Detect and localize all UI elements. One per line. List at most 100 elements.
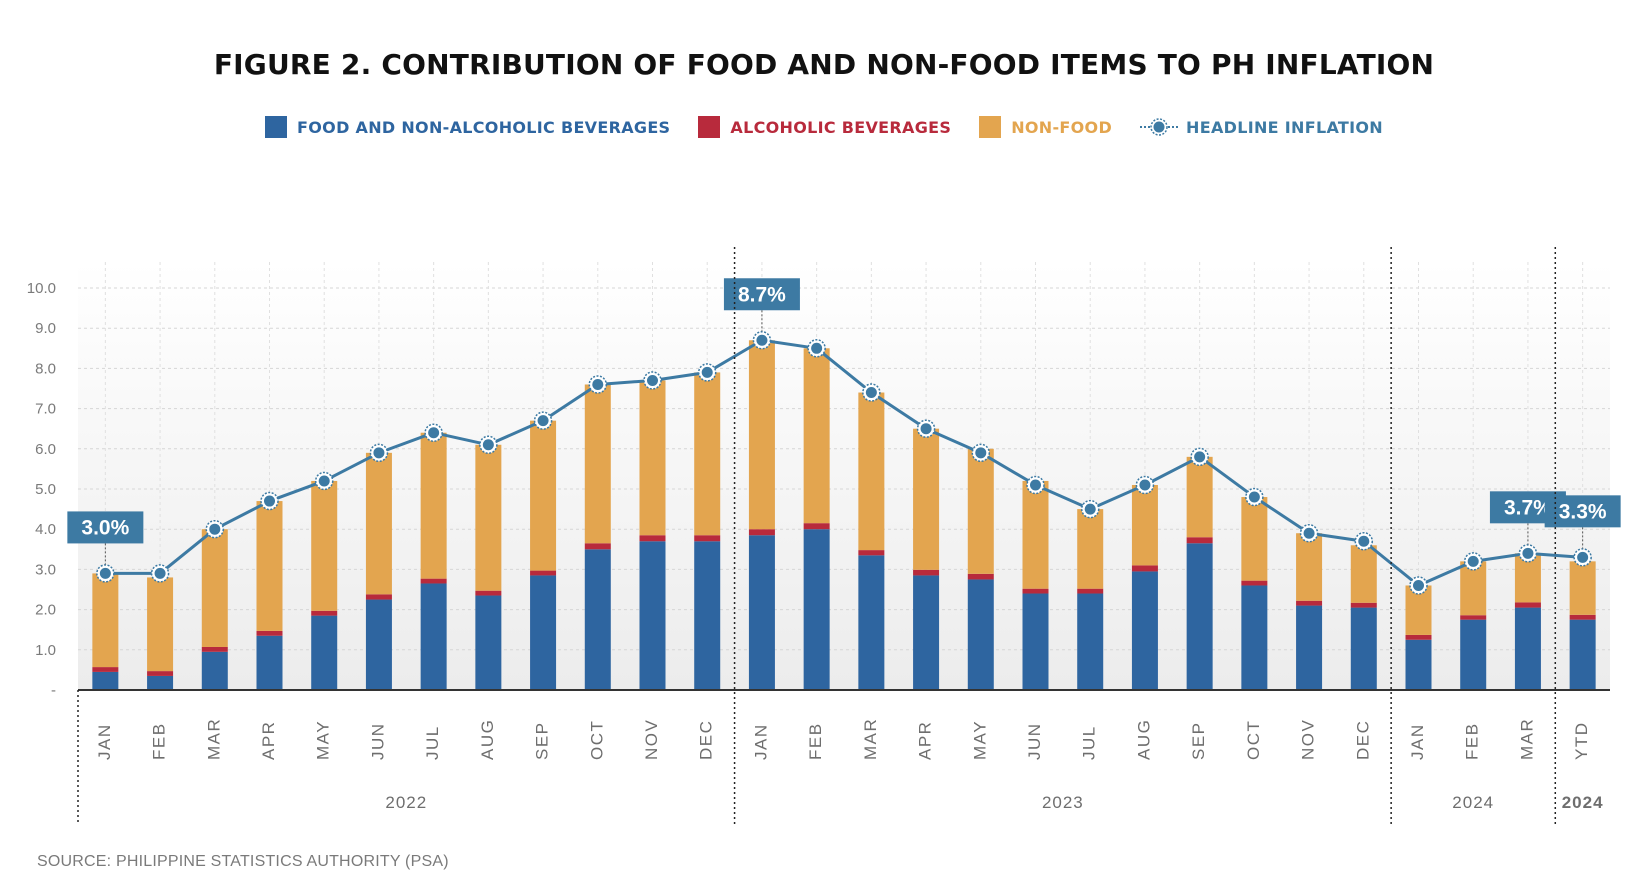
headline-point [1030,479,1041,491]
bar-food [1569,619,1596,690]
bar-non-food [913,428,940,570]
legend-line-marker-icon [1140,118,1179,136]
headline-point [865,387,877,399]
x-tick-label: APR [259,721,278,760]
y-tick-label: 6.0 [35,441,56,458]
bar-non-food [256,501,283,631]
bar-alcoholic [147,671,174,676]
y-tick-label: 5.0 [35,481,56,498]
bar-non-food [530,420,557,571]
headline-inflation-line [105,338,1583,587]
bar-non-food [803,348,830,524]
bar-non-food [1460,561,1487,616]
bar-alcoholic [530,570,557,576]
headline-point [1303,527,1315,539]
bar-alcoholic [1186,537,1213,544]
bar-alcoholic [92,667,119,672]
bar-food [1186,543,1213,690]
bar-non-food [1569,561,1596,615]
y-tick-label: 4.0 [35,521,56,538]
headline-point [1413,579,1424,591]
bar-non-food [147,577,174,672]
legend-item-alcoholic: ALCOHOLIC BEVERAGES [698,116,951,138]
y-tick-label: - [51,682,56,699]
bar-non-food [694,372,721,536]
headline-point [264,495,275,507]
plot-background [78,262,1610,690]
group-label: 2022 [385,793,427,812]
bar-alcoholic [1405,634,1432,640]
headline-point [1194,451,1206,463]
headline-point [1467,555,1479,567]
axis-layer: - 1.0 2.0 3.0 4.0 5.0 6.0 7.0 8.0 9.0 10.0 JAN FEB MA… [27,247,1610,825]
x-tick-label: JAN [751,723,770,760]
headline-point [373,447,385,459]
x-tick-label: SEP [1189,721,1208,760]
x-tick-label: JUN [1025,722,1044,760]
bar-food [201,651,228,690]
headline-point [154,567,166,579]
y-tick-label: 1.0 [35,642,56,659]
legend-item-food: FOOD AND NON-ALCOHOLIC BEVERAGES [265,116,670,138]
headline-point [209,523,221,535]
bar-alcoholic [311,610,338,616]
bar-alcoholic [803,523,830,530]
bar-non-food [311,480,338,611]
bar-alcoholic [1296,600,1323,606]
bar-non-food [639,380,666,536]
bar-food [311,615,338,690]
bar-food [256,635,283,690]
legend-swatch-non-food [979,116,1002,138]
x-tick-label: OCT [1244,720,1263,760]
bar-alcoholic [1022,588,1049,594]
x-tick-label: JAN [95,723,114,760]
bar-food [1077,593,1104,690]
x-tick-label: AUG [1134,719,1153,760]
bar-alcoholic [1077,588,1104,594]
bar-non-food [1241,497,1268,581]
bar-alcoholic [694,535,721,542]
bar-non-food [1296,533,1323,601]
x-tick-label: JAN [1408,723,1427,760]
bar-non-food [967,448,994,574]
x-tick-label: MAR [1517,718,1536,760]
bar-alcoholic [1241,580,1268,586]
bar-non-food [1022,480,1049,589]
x-tick-label: AUG [478,719,497,760]
headline-point [592,378,604,390]
legend-label-non-food: NON-FOOD [1011,117,1113,137]
bar-alcoholic [967,573,994,580]
x-tick-label: JUL [423,725,442,760]
legend-swatch-food [265,116,288,138]
bar-food [92,671,119,690]
bar-non-food [201,529,228,647]
x-tick-label: MAY [970,720,989,760]
bar-alcoholic [1131,565,1158,572]
x-tick-label: SEP [533,721,552,760]
legend: FOOD AND NON-ALCOHOLIC BEVERAGES ALCOHOL… [0,112,1648,142]
headline-point [1577,551,1589,563]
bar-alcoholic [365,594,392,600]
callout-label: 8.7% [738,283,786,306]
callout-layer: 3.0% 8.7% 3.7% 3.3% [67,278,1621,565]
bar-food [530,575,557,690]
x-tick-label: OCT [587,720,606,760]
legend-swatch-alcoholic [698,116,721,138]
headline-point [975,447,987,459]
callout-label: 3.7% [1504,496,1552,519]
line-layer [96,331,1592,595]
x-tick-label: JUL [1080,725,1099,760]
bar-alcoholic [1569,614,1596,620]
x-tick-label: YTD [1572,722,1591,761]
callout-box [1544,495,1621,528]
bar-non-food [1186,456,1213,538]
bar-alcoholic [639,535,666,542]
bar-non-food [748,340,775,530]
bar-food [858,555,885,690]
bar-food [1241,585,1268,690]
x-tick-label: DEC [697,720,716,760]
bars-layer [92,340,1596,690]
bar-non-food [1077,509,1104,589]
bar-food [913,575,940,690]
callout-label: 3.0% [81,516,129,539]
